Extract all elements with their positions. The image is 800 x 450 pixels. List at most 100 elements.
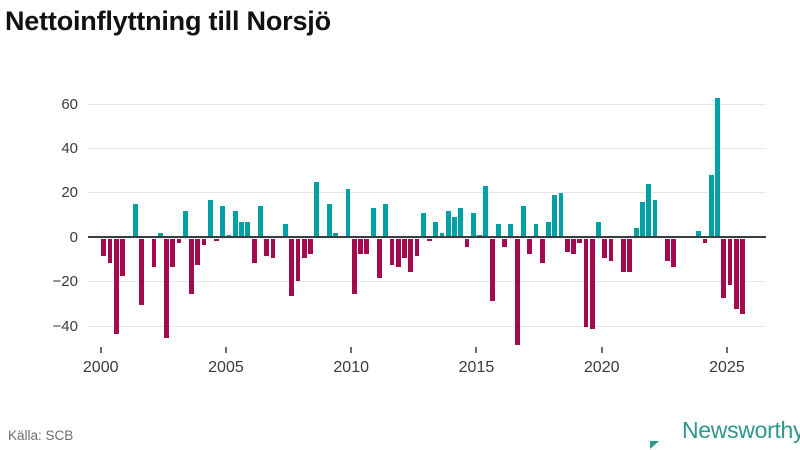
- newsworthy-wordmark: Newsworthy: [682, 417, 800, 443]
- bar: [301, 238, 307, 259]
- exclamation-icon: [667, 425, 670, 439]
- bar: [289, 238, 295, 297]
- bar: [113, 238, 119, 334]
- bar: [527, 238, 533, 255]
- bar: [521, 206, 526, 238]
- bar: [646, 184, 652, 238]
- bar: [107, 238, 113, 263]
- bar: [546, 221, 551, 238]
- bar: [508, 223, 514, 238]
- source-label: Källa: SCB: [8, 428, 74, 443]
- grid-line: [88, 148, 766, 150]
- x-axis-label: 2000: [82, 359, 119, 376]
- x-axis-tick: [99, 347, 102, 353]
- bar: [232, 210, 238, 238]
- bar: [358, 238, 363, 255]
- x-axis-label: 2020: [583, 359, 620, 376]
- bar: [721, 238, 727, 299]
- bar: [696, 230, 702, 238]
- x-axis-label: 2015: [458, 359, 495, 376]
- bar: [733, 238, 739, 310]
- bar: [495, 223, 501, 238]
- bar: [245, 221, 251, 238]
- x-axis-label: 2010: [333, 359, 369, 376]
- bar: [452, 217, 457, 238]
- bar: [665, 238, 670, 261]
- y-axis-label: 60: [61, 95, 78, 113]
- bar: [445, 210, 451, 238]
- bar: [571, 238, 576, 255]
- bar: [558, 192, 564, 238]
- bar: [552, 195, 558, 238]
- bar: [151, 238, 157, 268]
- y-axis-label: 40: [61, 140, 78, 158]
- bar: [264, 238, 270, 257]
- x-axis-label: 2025: [709, 359, 745, 376]
- y-axis-label: −40: [52, 317, 78, 335]
- bar: [439, 232, 445, 238]
- zero-axis-line: [88, 236, 766, 239]
- x-axis-tick: [224, 347, 227, 353]
- x-axis-tick: [350, 347, 353, 353]
- mini-bar-chart-icon: [652, 423, 670, 439]
- bar: [364, 238, 370, 255]
- grid-line: [88, 325, 766, 327]
- bar: [164, 238, 169, 339]
- bar: [170, 238, 176, 268]
- bar: [708, 175, 714, 238]
- bar: [132, 204, 138, 238]
- bar: [395, 238, 401, 268]
- bar: [157, 232, 163, 238]
- bar: [477, 235, 482, 238]
- bar: [702, 238, 708, 243]
- bar: [433, 221, 439, 238]
- bar: [602, 238, 608, 259]
- bar: [351, 238, 357, 294]
- bar: [420, 212, 426, 238]
- bar: [226, 235, 232, 238]
- x-axis-tick: [725, 347, 728, 353]
- y-axis-label: 20: [61, 184, 78, 202]
- bar: [308, 238, 313, 255]
- bar: [627, 238, 633, 272]
- bar: [715, 97, 720, 238]
- bar: [427, 238, 432, 241]
- bar: [608, 238, 614, 261]
- x-axis-tick: [600, 347, 603, 353]
- bar: [589, 238, 595, 330]
- bar: [414, 238, 420, 257]
- bar: [402, 238, 407, 259]
- bar: [458, 208, 464, 238]
- bar: [120, 238, 126, 277]
- y-axis-label: 0: [69, 228, 78, 246]
- bar: [214, 238, 219, 241]
- bar: [370, 208, 376, 238]
- x-axis-label: 2005: [208, 359, 244, 376]
- bar: [270, 238, 276, 259]
- bar: [176, 238, 182, 243]
- bar: [514, 238, 520, 345]
- bar: [464, 238, 470, 248]
- bar: [671, 238, 677, 268]
- bar: [470, 212, 476, 238]
- grid-line: [88, 281, 766, 283]
- bar: [326, 204, 332, 238]
- bar: [314, 181, 320, 238]
- bar: [564, 238, 570, 252]
- bar: [727, 238, 733, 286]
- bar: [333, 232, 338, 238]
- bar: [189, 238, 194, 294]
- bar: [201, 238, 207, 246]
- bar: [220, 206, 226, 238]
- newsworthy-logo: Newsworthy: [644, 414, 800, 449]
- bar: [408, 238, 414, 272]
- bar: [621, 238, 627, 272]
- grid-line: [88, 103, 766, 105]
- bar: [583, 238, 589, 328]
- bar: [740, 238, 745, 314]
- bar: [251, 238, 257, 263]
- bar: [539, 238, 545, 263]
- bar: [195, 238, 201, 266]
- bar: [295, 238, 301, 281]
